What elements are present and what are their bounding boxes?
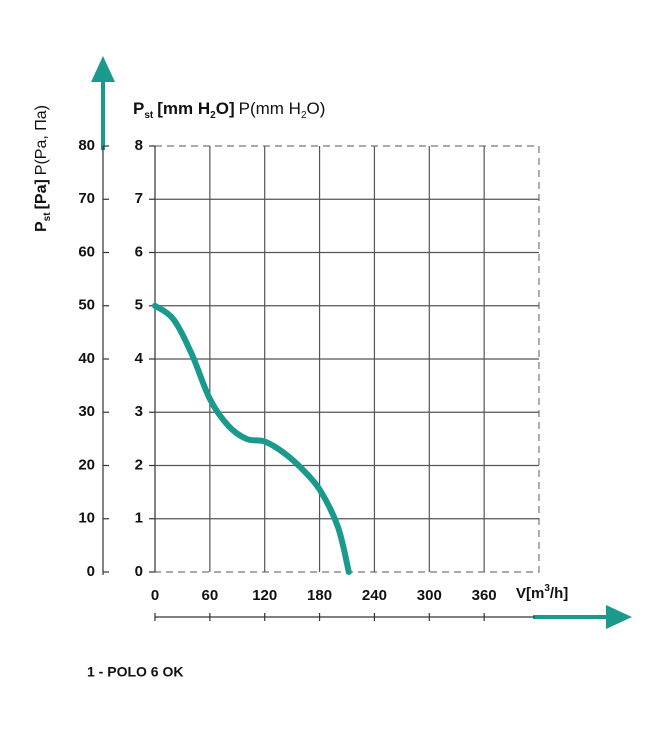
x-arrow-head bbox=[606, 605, 632, 629]
legend-label: 1 - POLO 6 OK bbox=[87, 664, 183, 680]
x-tick-label: 120 bbox=[252, 587, 277, 604]
y-tick-label: 2 bbox=[135, 456, 143, 473]
y-tick-label: 3 bbox=[135, 403, 143, 420]
y-tick-label: 6 bbox=[135, 243, 143, 260]
label-part: P(mm H bbox=[239, 99, 301, 118]
label-part: st bbox=[144, 110, 154, 121]
y-tick-label: 5 bbox=[135, 297, 143, 314]
label-part: 2 bbox=[210, 110, 216, 121]
label-part: 2 bbox=[301, 110, 307, 121]
y-arrow-head bbox=[91, 56, 115, 82]
x-tick-label: 360 bbox=[472, 587, 497, 604]
y2-axis-title: Pst [Pa] P(Pa, Па) bbox=[33, 105, 52, 232]
label-part: [Pa] bbox=[33, 179, 50, 209]
label-part: O) bbox=[307, 99, 326, 118]
x-tick-label: 0 bbox=[151, 587, 159, 604]
x-tick-label: 300 bbox=[417, 587, 442, 604]
x-axis-title: V[m3/h] bbox=[516, 583, 568, 602]
label-part: P bbox=[33, 221, 50, 232]
y-tick-label: 1 bbox=[135, 510, 143, 527]
label-part: /h] bbox=[550, 585, 568, 602]
label-part: st bbox=[42, 212, 53, 222]
label-part: P bbox=[133, 99, 144, 118]
x-tick-label: 240 bbox=[362, 587, 387, 604]
y2-tick-label: 0 bbox=[87, 563, 95, 580]
y-tick-label: 7 bbox=[135, 190, 143, 207]
x-tick-label: 60 bbox=[202, 587, 219, 604]
y2-tick-label: 80 bbox=[78, 137, 95, 154]
y2-tick-label: 10 bbox=[78, 510, 95, 527]
label-part: 3 bbox=[544, 583, 550, 594]
label-part: [mm H bbox=[157, 99, 210, 118]
y2-tick-label: 60 bbox=[78, 243, 95, 260]
label-part: O] bbox=[216, 99, 235, 118]
y-tick-label: 0 bbox=[135, 563, 143, 580]
y2-tick-label: 50 bbox=[78, 297, 95, 314]
x-tick-label: 180 bbox=[307, 587, 332, 604]
fan-curve bbox=[152, 302, 352, 575]
label-part: V[m bbox=[516, 585, 544, 602]
y-tick-label: 4 bbox=[135, 350, 144, 367]
y2-tick-label: 20 bbox=[78, 456, 95, 473]
label-part: P(Pa, Па) bbox=[33, 105, 50, 175]
y-axis-title: Pst [mm H2O] P(mm H2O) bbox=[133, 99, 325, 120]
y2-tick-label: 30 bbox=[78, 403, 95, 420]
y2-tick-label: 40 bbox=[78, 350, 95, 367]
y-tick-label: 8 bbox=[135, 137, 143, 154]
y2-tick-label: 70 bbox=[78, 190, 95, 207]
